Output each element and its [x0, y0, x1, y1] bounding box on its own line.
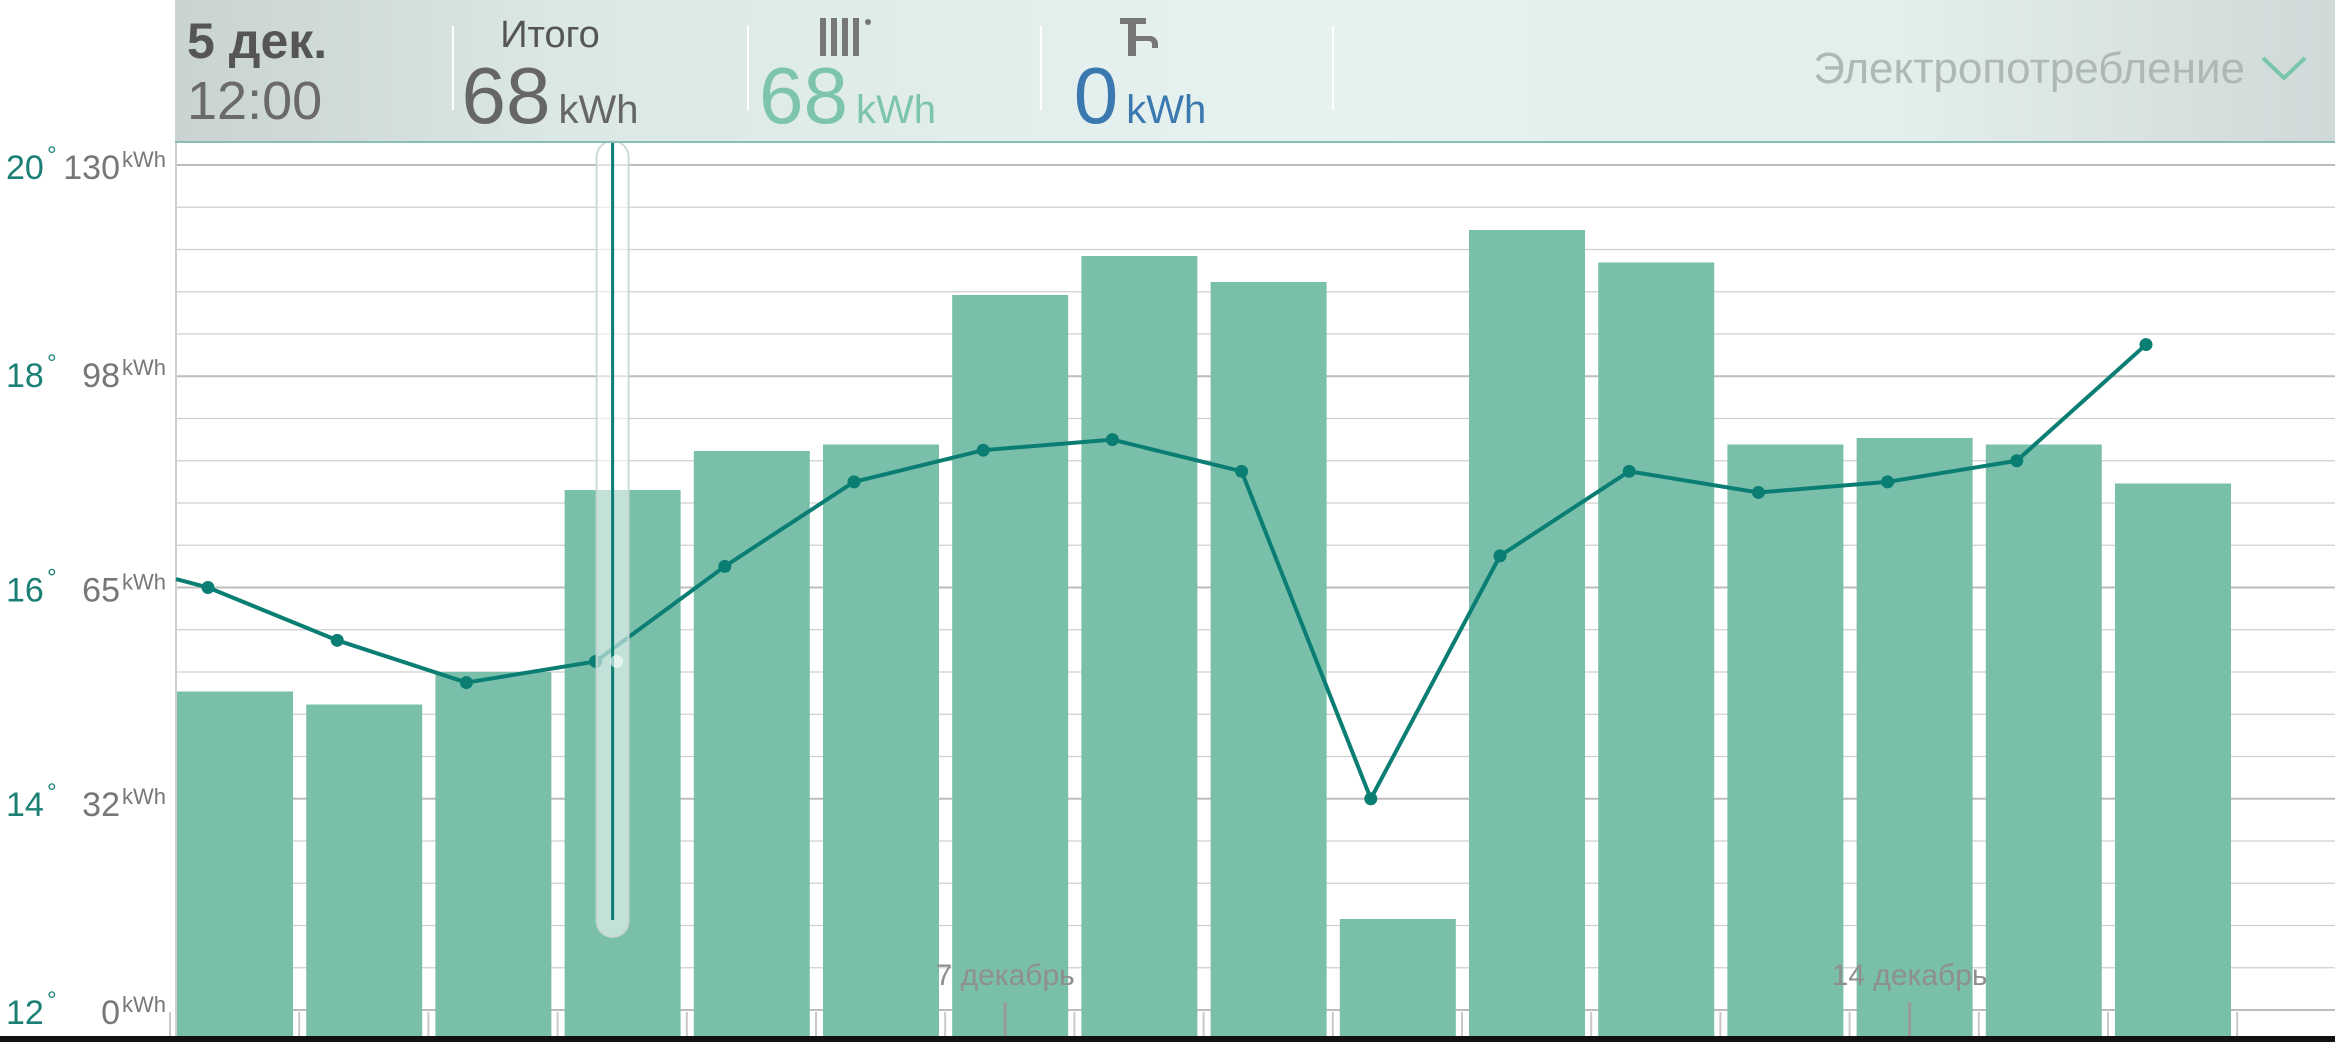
energy-bar — [1985, 444, 2102, 1036]
temp-axis-tick: 20 — [6, 149, 44, 187]
temp-axis-unit: ° — [47, 987, 57, 1014]
temperature-point — [201, 581, 215, 594]
selection-cursor[interactable] — [595, 140, 630, 938]
total-metric: Итого 68 kWh — [455, 0, 645, 141]
energy-bar — [823, 444, 939, 1036]
temperature-point — [2010, 454, 2024, 468]
energy-bar — [952, 295, 1069, 1036]
header-divider — [452, 26, 454, 110]
energy-bar — [693, 451, 810, 1036]
temperature-point — [330, 633, 344, 647]
total-label: Итого — [500, 14, 600, 56]
energy-axis-tick: 130 — [63, 149, 120, 187]
temperature-point — [1751, 485, 1765, 499]
energy-axis-unit: kWh — [122, 992, 166, 1017]
chevron-down-icon[interactable] — [2259, 52, 2309, 82]
energy-bar — [1856, 438, 1973, 1036]
x-axis-label: 7 декабрь — [936, 959, 1075, 992]
temp-axis-tick: 18 — [6, 357, 44, 395]
energy-axis-unit: kWh — [122, 147, 166, 172]
temperature-point — [1235, 464, 1249, 478]
temperature-point — [847, 475, 861, 489]
energy-bar — [1598, 262, 1715, 1036]
selection-cursor-highlight — [610, 654, 624, 668]
temperature-point — [1622, 464, 1636, 478]
temp-axis-tick: 12 — [6, 994, 44, 1032]
hot-water-unit: kWh — [1126, 88, 1207, 132]
summary-header: 5 дек. 12:00 Итого 68 kWh 68 kWh 0 kWh — [175, 0, 2335, 143]
hot-water-metric: 0 kWh — [1045, 0, 1235, 141]
temp-axis-unit: ° — [47, 779, 57, 806]
energy-bar — [1339, 919, 1456, 1036]
energy-axis-tick: 65 — [82, 572, 120, 610]
energy-bar — [177, 691, 293, 1036]
energy-axis-tick: 32 — [82, 786, 120, 824]
heating-metric: 68 kWh — [750, 0, 945, 141]
header-divider — [1332, 26, 1334, 110]
temperature-point — [1881, 475, 1895, 489]
temperature-point — [1493, 549, 1507, 563]
total-value: 68 — [461, 51, 551, 140]
energy-bar — [2115, 483, 2231, 1036]
energy-bar — [1469, 230, 1585, 1036]
temp-axis-unit: ° — [47, 142, 57, 169]
temperature-point — [1105, 433, 1119, 447]
temp-axis-tick: 16 — [6, 572, 44, 610]
temp-axis-unit: ° — [47, 565, 57, 592]
energy-bar — [1081, 256, 1198, 1036]
energy-bar — [1210, 282, 1327, 1036]
energy-axis-unit: kWh — [122, 784, 166, 809]
energy-axis-unit: kWh — [122, 355, 166, 380]
header-divider — [747, 26, 749, 110]
temperature-point — [2139, 338, 2153, 352]
energy-bar — [435, 672, 552, 1036]
temperature-point — [976, 443, 990, 457]
header-divider — [1040, 26, 1042, 110]
temp-axis-tick: 14 — [6, 786, 44, 824]
temperature-point — [1364, 792, 1378, 806]
selected-date: 5 дек. — [187, 13, 328, 69]
heating-unit: kWh — [855, 88, 936, 132]
x-axis-label: 14 декабрь — [1832, 959, 1988, 992]
temperature-point — [718, 559, 732, 573]
mode-dropdown[interactable]: Электропотребление — [1813, 44, 2245, 93]
bottom-bar — [0, 1036, 2335, 1042]
faucet-icon — [1045, 14, 1235, 68]
energy-bar — [1727, 444, 1844, 1036]
heating-value: 68 — [759, 51, 848, 140]
temp-axis-unit: ° — [47, 350, 57, 377]
energy-bar — [306, 704, 423, 1036]
energy-axis-tick: 0 — [101, 994, 120, 1032]
energy-axis-tick: 98 — [82, 357, 120, 395]
radiator-icon — [750, 14, 945, 68]
energy-axis-unit: kWh — [122, 570, 166, 595]
selected-time: 12:00 — [187, 71, 323, 131]
total-unit: kWh — [558, 88, 639, 132]
temperature-point — [459, 676, 473, 690]
hot-water-value: 0 — [1073, 51, 1119, 140]
